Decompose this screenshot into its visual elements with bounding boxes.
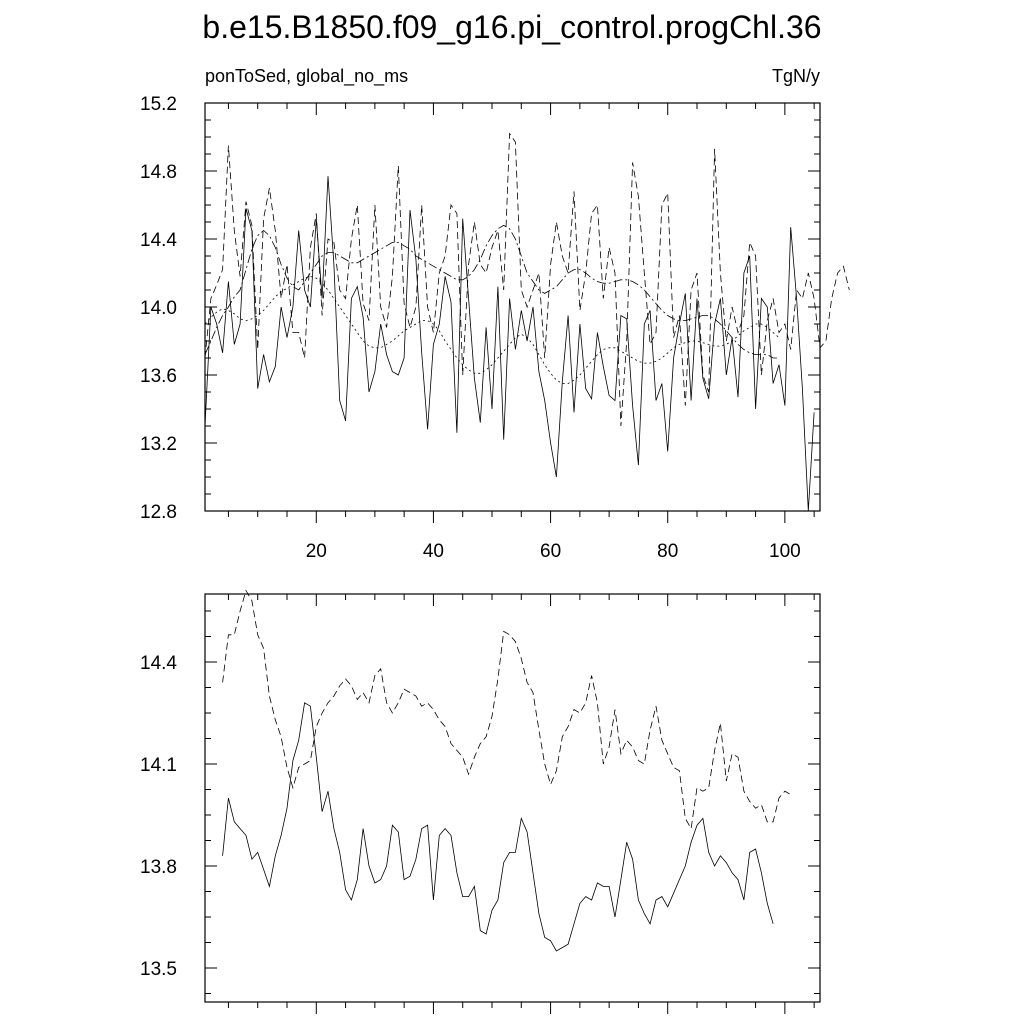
panel-0-xtick-label: 60 (540, 541, 561, 562)
panel-0-ytick-label: 14.4 (140, 230, 177, 251)
panel-top-series-group (204, 132, 850, 512)
panel-0-ytick-label: 15.2 (140, 94, 177, 115)
panel-0-ytick-label: 13.6 (140, 366, 177, 387)
panel-top: ponToSed, global_no_ms TgN/y 12.8 13.2 13.… (140, 66, 850, 562)
panel-0-series-0-solid-line (204, 176, 815, 512)
panel-0-ytick-label: 13.2 (140, 434, 177, 455)
panel-top-frame (204, 102, 821, 512)
panel-bottom-ticks-group: 13.5 13.8 14.1 14.4 (140, 594, 820, 1014)
chart-title: b.e15.B1850.f09_g16.pi_control.progChl.3… (202, 9, 821, 45)
panel-0-series-2-dash-dot-line (204, 224, 779, 359)
panel-0-series-3-dotted-line (204, 275, 780, 384)
panel-top-ticks-group: 12.8 13.2 13.6 14.0 14.4 14.8 15.2 20 40 60 80 100 (140, 94, 820, 562)
panel-0-ytick-label: 12.8 (140, 502, 177, 523)
panel-0-xtick-label: 40 (423, 541, 444, 562)
panel-1-ytick-label: 13.5 (140, 959, 177, 980)
panel-1-series-1-dashed-line (222, 589, 791, 830)
panel-0-xtick-label: 80 (657, 541, 678, 562)
panel-1-ytick-label: 14.1 (140, 755, 177, 776)
panel-0-ytick-label: 14.8 (140, 162, 177, 183)
panel-top-left-label: ponToSed, global_no_ms (205, 66, 408, 87)
panel-0-xtick-label: 100 (769, 541, 801, 562)
panel-1-series-0-solid-line (222, 702, 774, 952)
panel-bottom-frame (204, 593, 821, 1003)
panel-1-ytick-label: 13.8 (140, 857, 177, 878)
panel-0-xtick-label: 20 (306, 541, 327, 562)
panel-1-ytick-label: 14.4 (140, 653, 177, 674)
panel-0-ytick-label: 14.0 (140, 298, 177, 319)
panel-bottom-series-group (222, 589, 791, 952)
panel-top-right-label: TgN/y (772, 66, 820, 86)
panel-bottom: 13.5 13.8 14.1 14.4 (140, 589, 821, 1014)
panel-0-series-1-dashed-line (204, 132, 850, 427)
